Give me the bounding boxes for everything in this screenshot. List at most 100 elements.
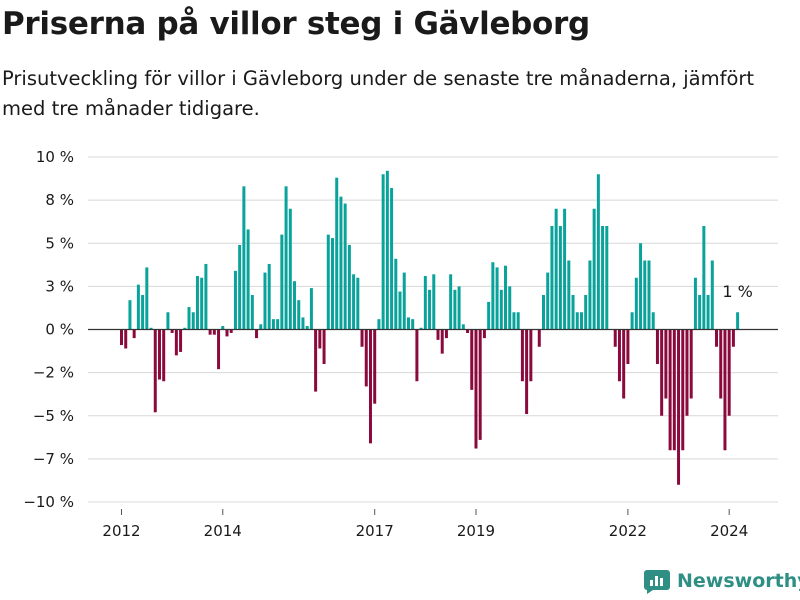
bar [305, 326, 309, 330]
bar [529, 329, 533, 382]
bar [592, 208, 596, 330]
bar [689, 329, 693, 399]
bar [571, 295, 575, 330]
bar [643, 260, 647, 330]
bar [470, 329, 474, 390]
bar [626, 329, 630, 364]
bar [449, 274, 453, 330]
bar [419, 327, 423, 330]
bar [491, 262, 495, 330]
bar [174, 329, 178, 356]
bar [706, 295, 710, 330]
bar [301, 317, 305, 330]
bar [579, 312, 583, 330]
bar [440, 329, 444, 354]
y-tick-label: 8 % [45, 191, 74, 209]
bar [356, 277, 360, 330]
bar [487, 301, 491, 330]
x-tick-label: 2017 [356, 522, 394, 540]
bar [280, 234, 284, 330]
bar [542, 295, 545, 330]
bar [331, 238, 334, 330]
bar [157, 329, 161, 380]
bar [423, 276, 427, 330]
bar [141, 295, 145, 330]
bar [563, 208, 567, 330]
bar [318, 329, 322, 349]
bar [217, 329, 221, 370]
bar [326, 234, 330, 330]
y-tick-label: −5 % [33, 407, 74, 425]
y-tick-label: 0 % [45, 321, 74, 339]
bar [655, 329, 659, 364]
bar [411, 319, 415, 330]
bar [525, 329, 529, 415]
y-tick-label: 10 % [36, 148, 74, 166]
bar [293, 281, 297, 330]
bar [482, 329, 486, 339]
bar [406, 317, 410, 330]
brand-logo[interactable]: Newsworthy [644, 568, 800, 594]
bar [685, 329, 689, 416]
bar [373, 329, 377, 404]
bar [259, 324, 263, 330]
bar [710, 260, 714, 330]
bar [647, 260, 651, 330]
bar [149, 327, 153, 330]
bar [617, 329, 621, 382]
bar [516, 312, 520, 330]
bar [183, 327, 187, 330]
bar [466, 329, 470, 333]
bar [179, 329, 183, 352]
bar [550, 226, 554, 330]
bar [153, 329, 157, 413]
bar [233, 270, 237, 330]
bar [276, 319, 280, 330]
bar [558, 226, 562, 330]
bar [584, 295, 588, 330]
bar [352, 274, 356, 330]
bar [309, 288, 313, 330]
bar [267, 263, 271, 330]
bar [132, 329, 136, 339]
bar [453, 289, 457, 330]
x-tick-label: 2014 [204, 522, 242, 540]
bar [385, 170, 389, 330]
bar [554, 208, 558, 330]
bar [381, 174, 385, 330]
bar [368, 329, 372, 444]
bar [702, 226, 706, 330]
bar [436, 329, 440, 340]
bar [634, 277, 638, 330]
bar [474, 329, 478, 449]
brand-name: Newsworthy [677, 570, 800, 592]
page-subtitle: Prisutveckling för villor i Gävleborg un… [2, 67, 755, 120]
bar [601, 226, 605, 330]
x-tick-label: 2012 [102, 522, 140, 540]
y-tick-label: −10 % [23, 493, 74, 511]
bar [136, 284, 140, 330]
bar [187, 307, 191, 330]
bar [339, 196, 343, 330]
bar [630, 312, 634, 330]
bar [314, 329, 318, 392]
bar [660, 329, 664, 416]
bar [537, 329, 541, 347]
bar [212, 329, 216, 335]
bar [639, 243, 643, 330]
last-value-label: 1 % [722, 282, 752, 301]
bar [727, 329, 731, 416]
bar [360, 329, 364, 347]
bar [432, 274, 436, 330]
bar [335, 177, 339, 330]
bar [736, 312, 740, 330]
bar [504, 265, 508, 330]
x-tick-label: 2022 [609, 522, 647, 540]
bar [204, 263, 208, 330]
bar [588, 260, 592, 330]
bar [567, 260, 571, 330]
bar [622, 329, 626, 399]
bar [124, 329, 128, 349]
y-tick-label: −7 % [33, 450, 74, 468]
bar [225, 329, 229, 337]
